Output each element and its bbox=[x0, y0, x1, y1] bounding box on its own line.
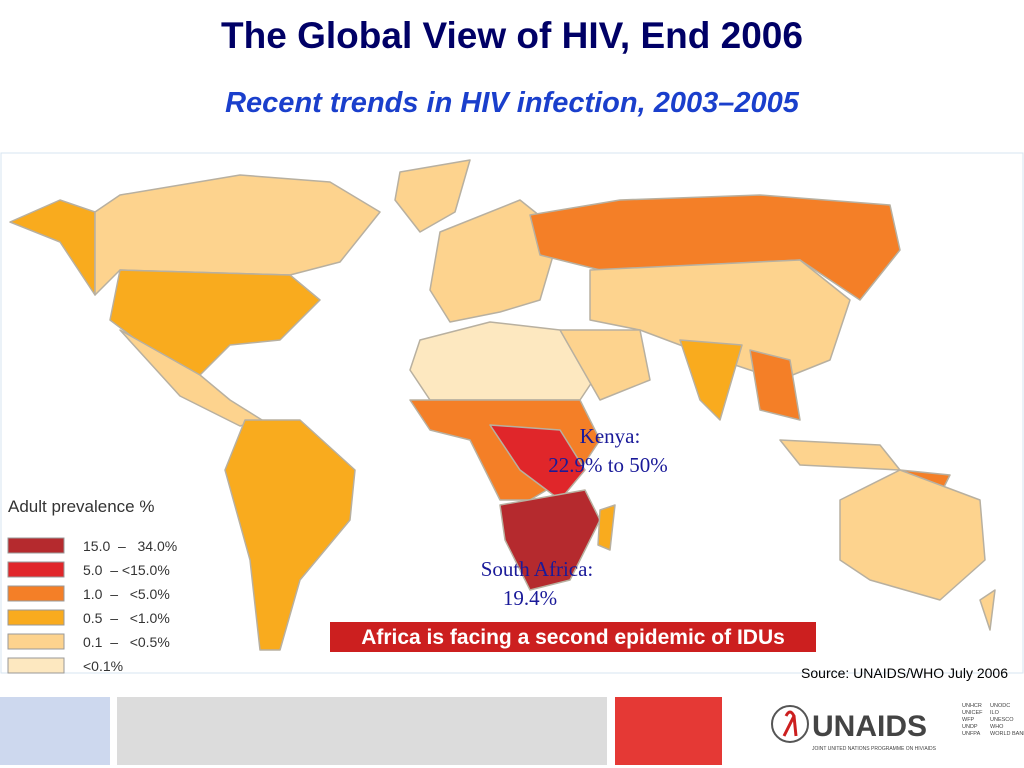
cosponsor: WFP bbox=[962, 717, 975, 723]
legend-swatch bbox=[7, 585, 65, 602]
un-emblem bbox=[771, 705, 809, 743]
australia bbox=[839, 469, 986, 601]
southern-africa bbox=[499, 489, 601, 591]
southeast-asia bbox=[749, 349, 801, 421]
cosponsor: UNICEF bbox=[962, 710, 983, 716]
india bbox=[679, 339, 743, 421]
footer-block bbox=[117, 697, 607, 765]
south-africa-label: South Africa: bbox=[481, 557, 594, 581]
cosponsor: UNESCO bbox=[990, 717, 1014, 723]
kenya-value: 22.9% to 50% bbox=[548, 453, 668, 477]
cosponsor: UNFPA bbox=[962, 731, 981, 737]
usa bbox=[109, 269, 321, 376]
subtitle: Recent trends in HIV infection, 2003–200… bbox=[225, 87, 800, 119]
legend-swatch bbox=[7, 537, 65, 554]
south-america bbox=[224, 419, 356, 651]
cosponsor: UNHCR bbox=[962, 703, 982, 709]
kenya-label: Kenya: bbox=[580, 424, 641, 448]
cosponsor: ILO bbox=[990, 710, 1000, 716]
cosponsor: UNODC bbox=[990, 703, 1010, 709]
cosponsor: WHO bbox=[990, 724, 1004, 730]
legend-swatch bbox=[7, 657, 65, 674]
cosponsor: WORLD BANK bbox=[990, 731, 1024, 737]
footer-block bbox=[0, 697, 110, 765]
legend-label: 5.0 – <15.0% bbox=[83, 562, 170, 578]
legend-label: 1.0 – <5.0% bbox=[83, 586, 170, 602]
legend-label: 0.1 – <0.5% bbox=[83, 634, 170, 650]
legend-swatch bbox=[7, 633, 65, 650]
logo-tagline: JOINT UNITED NATIONS PROGRAMME ON HIV/AI… bbox=[812, 746, 937, 752]
south-africa-value: 19.4% bbox=[503, 586, 557, 610]
cosponsor: UNDP bbox=[962, 724, 978, 730]
legend-label: <0.1% bbox=[83, 658, 123, 674]
legend-swatch bbox=[7, 561, 65, 578]
madagascar bbox=[597, 504, 616, 551]
east-africa bbox=[489, 424, 586, 501]
red-ribbon bbox=[782, 710, 798, 737]
middle-east bbox=[559, 329, 651, 401]
legend-title: Adult prevalence % bbox=[8, 497, 154, 516]
title: The Global View of HIV, End 2006 bbox=[221, 15, 803, 56]
source: Source: UNAIDS/WHO July 2006 bbox=[801, 665, 1008, 681]
greenland bbox=[394, 159, 471, 233]
russia bbox=[529, 194, 901, 301]
new-zealand bbox=[979, 589, 996, 631]
banner-box bbox=[330, 622, 816, 652]
banner-text: Africa is facing a second epidemic of ID… bbox=[361, 626, 785, 649]
canada bbox=[94, 174, 381, 296]
world-map bbox=[9, 159, 996, 651]
footer-block bbox=[615, 697, 722, 765]
legend: 15.0 – 34.0% 5.0 – <15.0% 1.0 – <5.0% 0.5 –… bbox=[7, 537, 177, 674]
legend-swatch bbox=[7, 609, 65, 626]
legend-label: 0.5 – <1.0% bbox=[83, 610, 170, 626]
europe bbox=[429, 199, 561, 323]
logo-name: UNAIDS bbox=[812, 710, 927, 743]
north-africa bbox=[409, 321, 601, 401]
legend-label: 15.0 – 34.0% bbox=[83, 538, 177, 554]
logo: UNAIDS JOINT UNITED NATIONS PROGRAMME ON… bbox=[771, 705, 937, 752]
